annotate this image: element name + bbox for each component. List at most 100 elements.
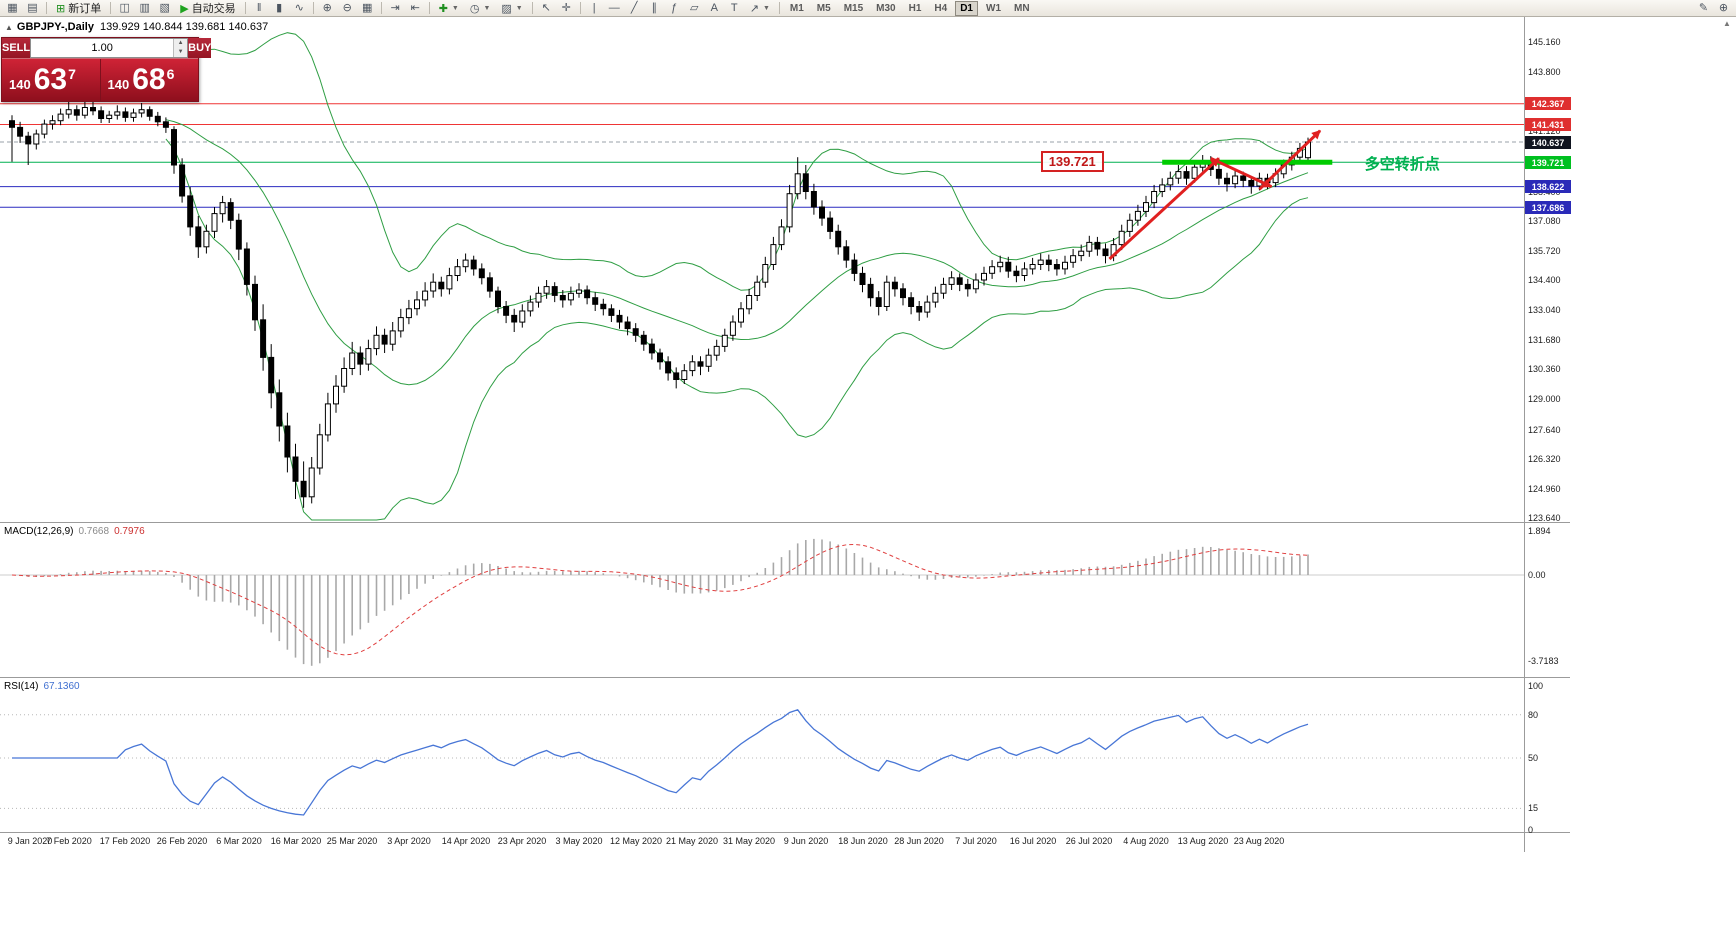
date-label: 3 Apr 2020 <box>387 836 431 846</box>
chevron-down-icon[interactable]: ▼ <box>451 4 459 12</box>
bollinger-upper <box>165 32 1309 291</box>
toolbar-separator <box>778 2 780 14</box>
fibonacci-icon[interactable]: ƒ <box>671 1 678 14</box>
sell-price-prefix: 140 <box>9 76 31 92</box>
one-click-trading-panel: SELL ▲ ▼ BUY 140 63 7 140 68 6 <box>1 37 212 102</box>
timeframe-m1[interactable]: M1 <box>789 2 804 14</box>
volume-down-icon[interactable]: ▼ <box>174 48 188 57</box>
new-chart-icon[interactable]: ▦ <box>7 1 18 14</box>
price-badge-141.431: 141.431 <box>1525 118 1571 131</box>
arrows-button[interactable]: ↗ ▼ <box>745 1 775 16</box>
magnifier-icon[interactable]: ⊕ <box>1718 1 1729 14</box>
timeframe-mn[interactable]: MN <box>1014 2 1030 14</box>
price-tick: 130.360 <box>1528 364 1561 374</box>
price-tick: 141.120 <box>1528 126 1561 136</box>
shapes-icon[interactable]: ▱ <box>690 1 699 14</box>
trend-arrow-2[interactable] <box>1210 156 1273 189</box>
date-label: 25 Mar 2020 <box>326 836 378 846</box>
navigator-icon[interactable]: ▧ <box>159 1 170 14</box>
ohlc-values: 139.929 140.844 139.681 140.637 <box>99 21 269 33</box>
pane-divider[interactable] <box>0 677 1570 678</box>
templates-button[interactable]: ▨ ▼ <box>496 1 527 16</box>
timeframe-m15[interactable]: M15 <box>843 2 864 14</box>
timeframe-m5[interactable]: M5 <box>816 2 831 14</box>
timeframe-h1[interactable]: H1 <box>908 2 922 14</box>
chevron-down-icon[interactable]: ▼ <box>515 4 523 12</box>
price-tick: 133.040 <box>1528 305 1561 315</box>
date-label: 23 Apr 2020 <box>497 836 547 846</box>
rsi-tick: 50 <box>1528 753 1539 763</box>
rsi-tick: 80 <box>1528 710 1539 720</box>
channel-icon[interactable]: ∥ <box>651 1 657 14</box>
rsi-tick: 0 <box>1528 825 1534 835</box>
crosshair-icon[interactable]: ✛ <box>561 1 571 14</box>
profiles-icon[interactable]: ▤ <box>27 1 38 14</box>
toolbar-separator <box>46 2 47 14</box>
pane-divider <box>0 832 1570 833</box>
buy-price-button[interactable]: 140 68 6 <box>100 59 198 101</box>
line-chart-icon[interactable]: ∿ <box>294 1 304 14</box>
sell-price-button[interactable]: 140 63 7 <box>2 59 101 101</box>
pane-divider[interactable] <box>0 522 1570 523</box>
volume-up-icon[interactable]: ▲ <box>174 39 188 48</box>
market-watch-icon[interactable]: ◫ <box>119 1 130 14</box>
date-label: 21 May 2020 <box>665 836 719 846</box>
turning-point-label[interactable]: 多空转折点 <box>1364 156 1440 173</box>
sell-button[interactable]: SELL <box>2 38 31 58</box>
new-order-button[interactable]: ⊞ 新订单 <box>51 1 106 16</box>
timeframe-w1[interactable]: W1 <box>986 2 1001 14</box>
auto-trading-icon: ▶ <box>180 2 189 15</box>
periods-button[interactable]: ◷ ▼ <box>465 1 496 16</box>
macd-value: 0.7668 <box>78 526 110 537</box>
auto-scroll-icon[interactable]: ⇥ <box>390 1 400 14</box>
chevron-down-icon[interactable]: ▼ <box>762 4 770 12</box>
volume-stepper: ▲ ▼ <box>173 39 188 57</box>
price-tick: 145.160 <box>1528 37 1561 47</box>
toolbar-separator <box>531 2 533 14</box>
timeframe-h4[interactable]: H4 <box>934 2 948 14</box>
chart-shift-icon[interactable]: ⇤ <box>410 1 420 14</box>
rsi-tick: 15 <box>1528 803 1539 813</box>
tile-windows-icon[interactable]: ▦ <box>361 1 373 14</box>
scroll-up-icon[interactable]: ▲ <box>1723 19 1731 28</box>
date-label: 13 Aug 2020 <box>1177 836 1229 846</box>
buy-price-prefix: 140 <box>107 76 130 92</box>
indicators-button[interactable]: ✚ ▼ <box>434 1 464 16</box>
auto-trading-button[interactable]: ▶ 自动交易 <box>175 1 240 16</box>
trend-arrow-1[interactable] <box>1108 157 1220 261</box>
bollinger-lower <box>165 138 1309 521</box>
timeframe-d1[interactable]: D1 <box>955 0 978 16</box>
buy-button[interactable]: BUY <box>188 38 212 58</box>
arrows-icon: ↗ <box>749 2 759 15</box>
data-window-icon[interactable]: ▥ <box>139 1 150 14</box>
zoom-out-icon[interactable]: ⊖ <box>342 1 352 14</box>
buy-price-big: 68 <box>132 63 166 96</box>
pencil-icon[interactable]: ✎ <box>1698 1 1709 14</box>
date-label: 16 Mar 2020 <box>270 836 322 846</box>
macd-tick: -3.7183 <box>1528 656 1559 666</box>
date-label: 9 Jun 2020 <box>783 836 829 846</box>
trendline-icon[interactable]: ╱ <box>630 1 638 14</box>
symbol-period-label: GBPJPY-,Daily <box>16 21 94 33</box>
date-label: 17 Feb 2020 <box>99 836 151 846</box>
templates-icon: ▨ <box>501 2 512 15</box>
text-label-icon[interactable]: T <box>730 1 738 14</box>
collapse-panel-icon[interactable]: ▲ <box>5 23 13 32</box>
buy-price-pip: 6 <box>166 66 175 82</box>
horizontal-line-icon[interactable]: — <box>608 1 620 14</box>
zoom-in-icon[interactable]: ⊕ <box>322 1 332 14</box>
vertical-line-icon[interactable]: | <box>592 1 596 14</box>
date-label: 12 May 2020 <box>609 836 663 846</box>
text-icon[interactable]: A <box>710 1 718 14</box>
chart-title: ▲ GBPJPY-,Daily 139.929 140.844 139.681 14… <box>5 21 268 33</box>
volume-input[interactable] <box>31 39 174 57</box>
candlestick-icon[interactable]: ▮ <box>276 1 283 14</box>
price-annotation-label[interactable]: 139.721 <box>1040 151 1104 172</box>
timeframe-m30[interactable]: M30 <box>876 2 896 14</box>
date-label: 31 May 2020 <box>722 836 776 846</box>
bar-chart-icon[interactable]: ‖ <box>256 1 262 14</box>
chevron-down-icon[interactable]: ▼ <box>483 4 491 12</box>
cursor-icon[interactable]: ↖ <box>541 1 551 14</box>
trend-arrow-3[interactable] <box>1258 129 1322 191</box>
